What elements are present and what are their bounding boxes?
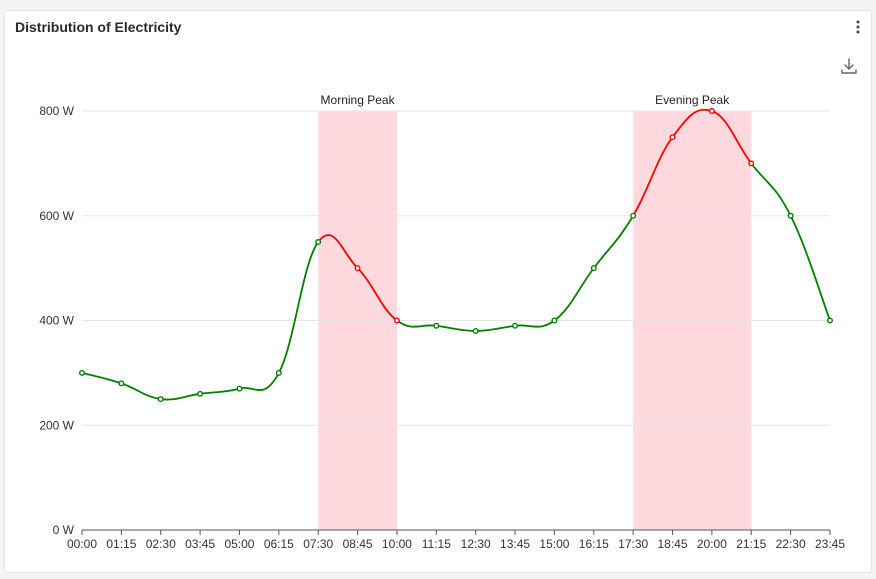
- x-tick-label: 11:15: [422, 537, 451, 551]
- data-point[interactable]: [590, 265, 597, 272]
- x-tick-label: 03:45: [185, 537, 215, 551]
- x-tick-label: 21:15: [736, 537, 766, 551]
- x-tick-label: 15:00: [539, 537, 569, 551]
- x-tick-label: 12:30: [461, 537, 491, 551]
- more-vertical-icon[interactable]: [849, 17, 867, 37]
- x-tick-label: 00:00: [67, 537, 97, 551]
- card-title: Distribution of Electricity: [15, 19, 182, 35]
- series-line-segment: [671, 108, 713, 138]
- series-line-segment: [553, 267, 595, 322]
- y-tick-label: 600 W: [39, 209, 74, 223]
- data-point[interactable]: [118, 380, 125, 387]
- series-line-segment: [278, 241, 319, 374]
- series-line-segment: [514, 319, 555, 328]
- x-tick-label: 10:00: [382, 537, 412, 551]
- data-point[interactable]: [827, 317, 834, 324]
- series-line-segment: [239, 372, 280, 392]
- data-point[interactable]: [669, 134, 676, 141]
- y-tick-label: 200 W: [39, 418, 74, 432]
- x-tick-label: 06:15: [264, 537, 294, 551]
- series-line-segment: [356, 267, 398, 322]
- x-tick-label: 16:15: [579, 537, 609, 551]
- series-line-segment: [396, 319, 437, 328]
- data-point[interactable]: [787, 212, 794, 219]
- series-line-segment: [475, 324, 516, 332]
- series-line-segment: [436, 324, 476, 332]
- data-point[interactable]: [393, 317, 400, 324]
- series-line-segment: [593, 215, 634, 269]
- data-point[interactable]: [708, 107, 715, 114]
- x-tick-label: 08:45: [343, 537, 373, 551]
- series-line-segment: [160, 392, 201, 401]
- band-label: Evening Peak: [655, 93, 730, 107]
- data-point[interactable]: [512, 322, 519, 329]
- data-point[interactable]: [472, 327, 479, 334]
- series-line-segment: [199, 387, 240, 395]
- series-line-segment: [632, 136, 674, 217]
- download-icon[interactable]: [839, 56, 859, 76]
- data-point[interactable]: [315, 238, 322, 245]
- x-tick-label: 18:45: [658, 537, 688, 551]
- data-point[interactable]: [748, 160, 755, 167]
- y-tick-label: 800 W: [39, 104, 74, 118]
- x-tick-label: 17:30: [618, 537, 648, 551]
- series-line-segment: [81, 372, 122, 385]
- series-line-segment: [317, 234, 359, 269]
- y-tick-label: 0 W: [53, 523, 75, 537]
- x-tick-label: 20:00: [697, 537, 727, 551]
- x-tick-label: 22:30: [776, 537, 806, 551]
- y-tick-label: 400 W: [39, 314, 74, 328]
- x-tick-label: 05:00: [224, 537, 254, 551]
- x-tick-label: 23:45: [815, 537, 845, 551]
- x-tick-label: 07:30: [303, 537, 333, 551]
- data-point[interactable]: [236, 385, 243, 392]
- data-point[interactable]: [157, 396, 164, 403]
- data-point[interactable]: [197, 390, 204, 397]
- x-tick-label: 02:30: [146, 537, 176, 551]
- data-point[interactable]: [275, 369, 282, 376]
- data-point[interactable]: [354, 265, 361, 272]
- data-point[interactable]: [78, 369, 85, 376]
- series-line-segment: [750, 162, 792, 217]
- series-line-segment: [121, 382, 161, 400]
- band-label: Morning Peak: [321, 93, 396, 107]
- x-tick-label: 13:45: [500, 537, 530, 551]
- series-line-segment: [711, 110, 752, 164]
- data-point[interactable]: [433, 322, 440, 329]
- x-tick-label: 01:15: [106, 537, 136, 551]
- data-point[interactable]: [551, 317, 558, 324]
- data-point[interactable]: [630, 212, 637, 219]
- series-line-segment: [789, 215, 831, 321]
